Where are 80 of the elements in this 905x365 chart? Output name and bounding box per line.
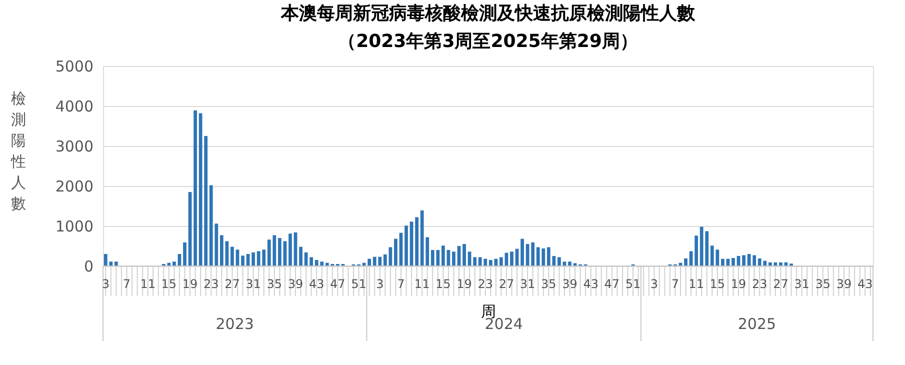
bar (194, 110, 197, 266)
y-tick-label: 0 (84, 258, 94, 276)
bar (441, 246, 445, 266)
x-tick-label: 7 (122, 277, 131, 291)
bar (732, 258, 735, 266)
bar (310, 257, 314, 266)
x-tick-label: 23 (752, 277, 768, 291)
bar (183, 242, 186, 266)
bar (288, 234, 292, 266)
x-tick-label: 27 (498, 277, 514, 291)
bar (684, 258, 688, 266)
x-tick-label: 31 (794, 277, 810, 291)
x-tick-label: 15 (436, 277, 451, 291)
x-tick-label: 19 (730, 277, 746, 291)
bar (172, 262, 176, 266)
chart-subtitle: （2023年第3周至2025年第29周） (338, 31, 638, 52)
x-tick-label: 11 (414, 277, 430, 291)
x-tick-label: 3 (376, 277, 384, 291)
bar (299, 246, 302, 266)
x-tick-label: 35 (266, 277, 282, 291)
bar (473, 257, 477, 266)
x-tick-label: 35 (815, 277, 831, 291)
bar (252, 252, 255, 266)
bar (404, 226, 408, 266)
bar (531, 242, 535, 266)
x-tick-label: 39 (562, 277, 578, 291)
y-axis-title: 檢測陽性人數 (10, 90, 26, 212)
x-tick-label: 47 (330, 277, 346, 291)
x-tick-label: 51 (625, 277, 641, 291)
x-tick-label: 11 (140, 277, 156, 291)
x-tick-label: 3 (102, 277, 110, 291)
x-tick-label: 23 (203, 277, 219, 291)
x-tick-label: 43 (308, 277, 324, 291)
bar (510, 252, 514, 266)
x-tick-label: 15 (710, 277, 726, 291)
y-tick-label: 3000 (55, 138, 94, 156)
bar (452, 252, 456, 266)
bar (415, 217, 418, 266)
x-tick-label: 31 (520, 277, 536, 291)
bar (278, 238, 282, 266)
y-tick-label: 1000 (55, 218, 94, 236)
bar (742, 255, 746, 266)
x-tick-label: 19 (456, 277, 472, 291)
bar (694, 236, 698, 266)
bar (462, 244, 466, 266)
x-tick-label: 19 (182, 277, 198, 291)
bar (368, 258, 372, 266)
bar (394, 238, 398, 266)
x-tick-label: 27 (224, 277, 240, 291)
chart-title: 本澳每周新冠病毒核酸檢測及快速抗原檢測陽性人數 (280, 3, 696, 24)
x-tick-label: 23 (478, 277, 494, 291)
y-tick-label: 4000 (55, 98, 94, 116)
bar (752, 255, 756, 266)
x-tick-label: 43 (583, 277, 598, 291)
bar (499, 257, 503, 266)
y-tick-label: 5000 (55, 58, 94, 76)
bar (721, 258, 724, 266)
bar (568, 262, 572, 266)
x-tick-label: 27 (773, 277, 788, 291)
bar (520, 238, 524, 266)
bar (230, 246, 234, 266)
text: 2025 (738, 315, 776, 333)
x-tick-label: 47 (604, 277, 620, 291)
x-tick-label: 31 (246, 277, 261, 291)
x-tick-label: 51 (351, 277, 366, 291)
x-tick-label: 3 (650, 277, 658, 291)
bar (241, 256, 244, 266)
x-tick-label: 35 (541, 277, 556, 291)
x-tick-label: 15 (161, 277, 177, 291)
bar (558, 257, 561, 266)
x-tick-label: 7 (397, 277, 405, 291)
x-tick-label: 39 (288, 277, 304, 291)
y-tick-label: 2000 (55, 178, 94, 196)
text: 2023 (216, 315, 254, 333)
x-tick-label: 39 (836, 277, 852, 291)
x-tick-label: 11 (688, 277, 704, 291)
x-tick-label: 7 (671, 277, 680, 291)
x-tick-label: 43 (857, 277, 873, 291)
bar (220, 235, 224, 266)
bar (114, 262, 118, 266)
